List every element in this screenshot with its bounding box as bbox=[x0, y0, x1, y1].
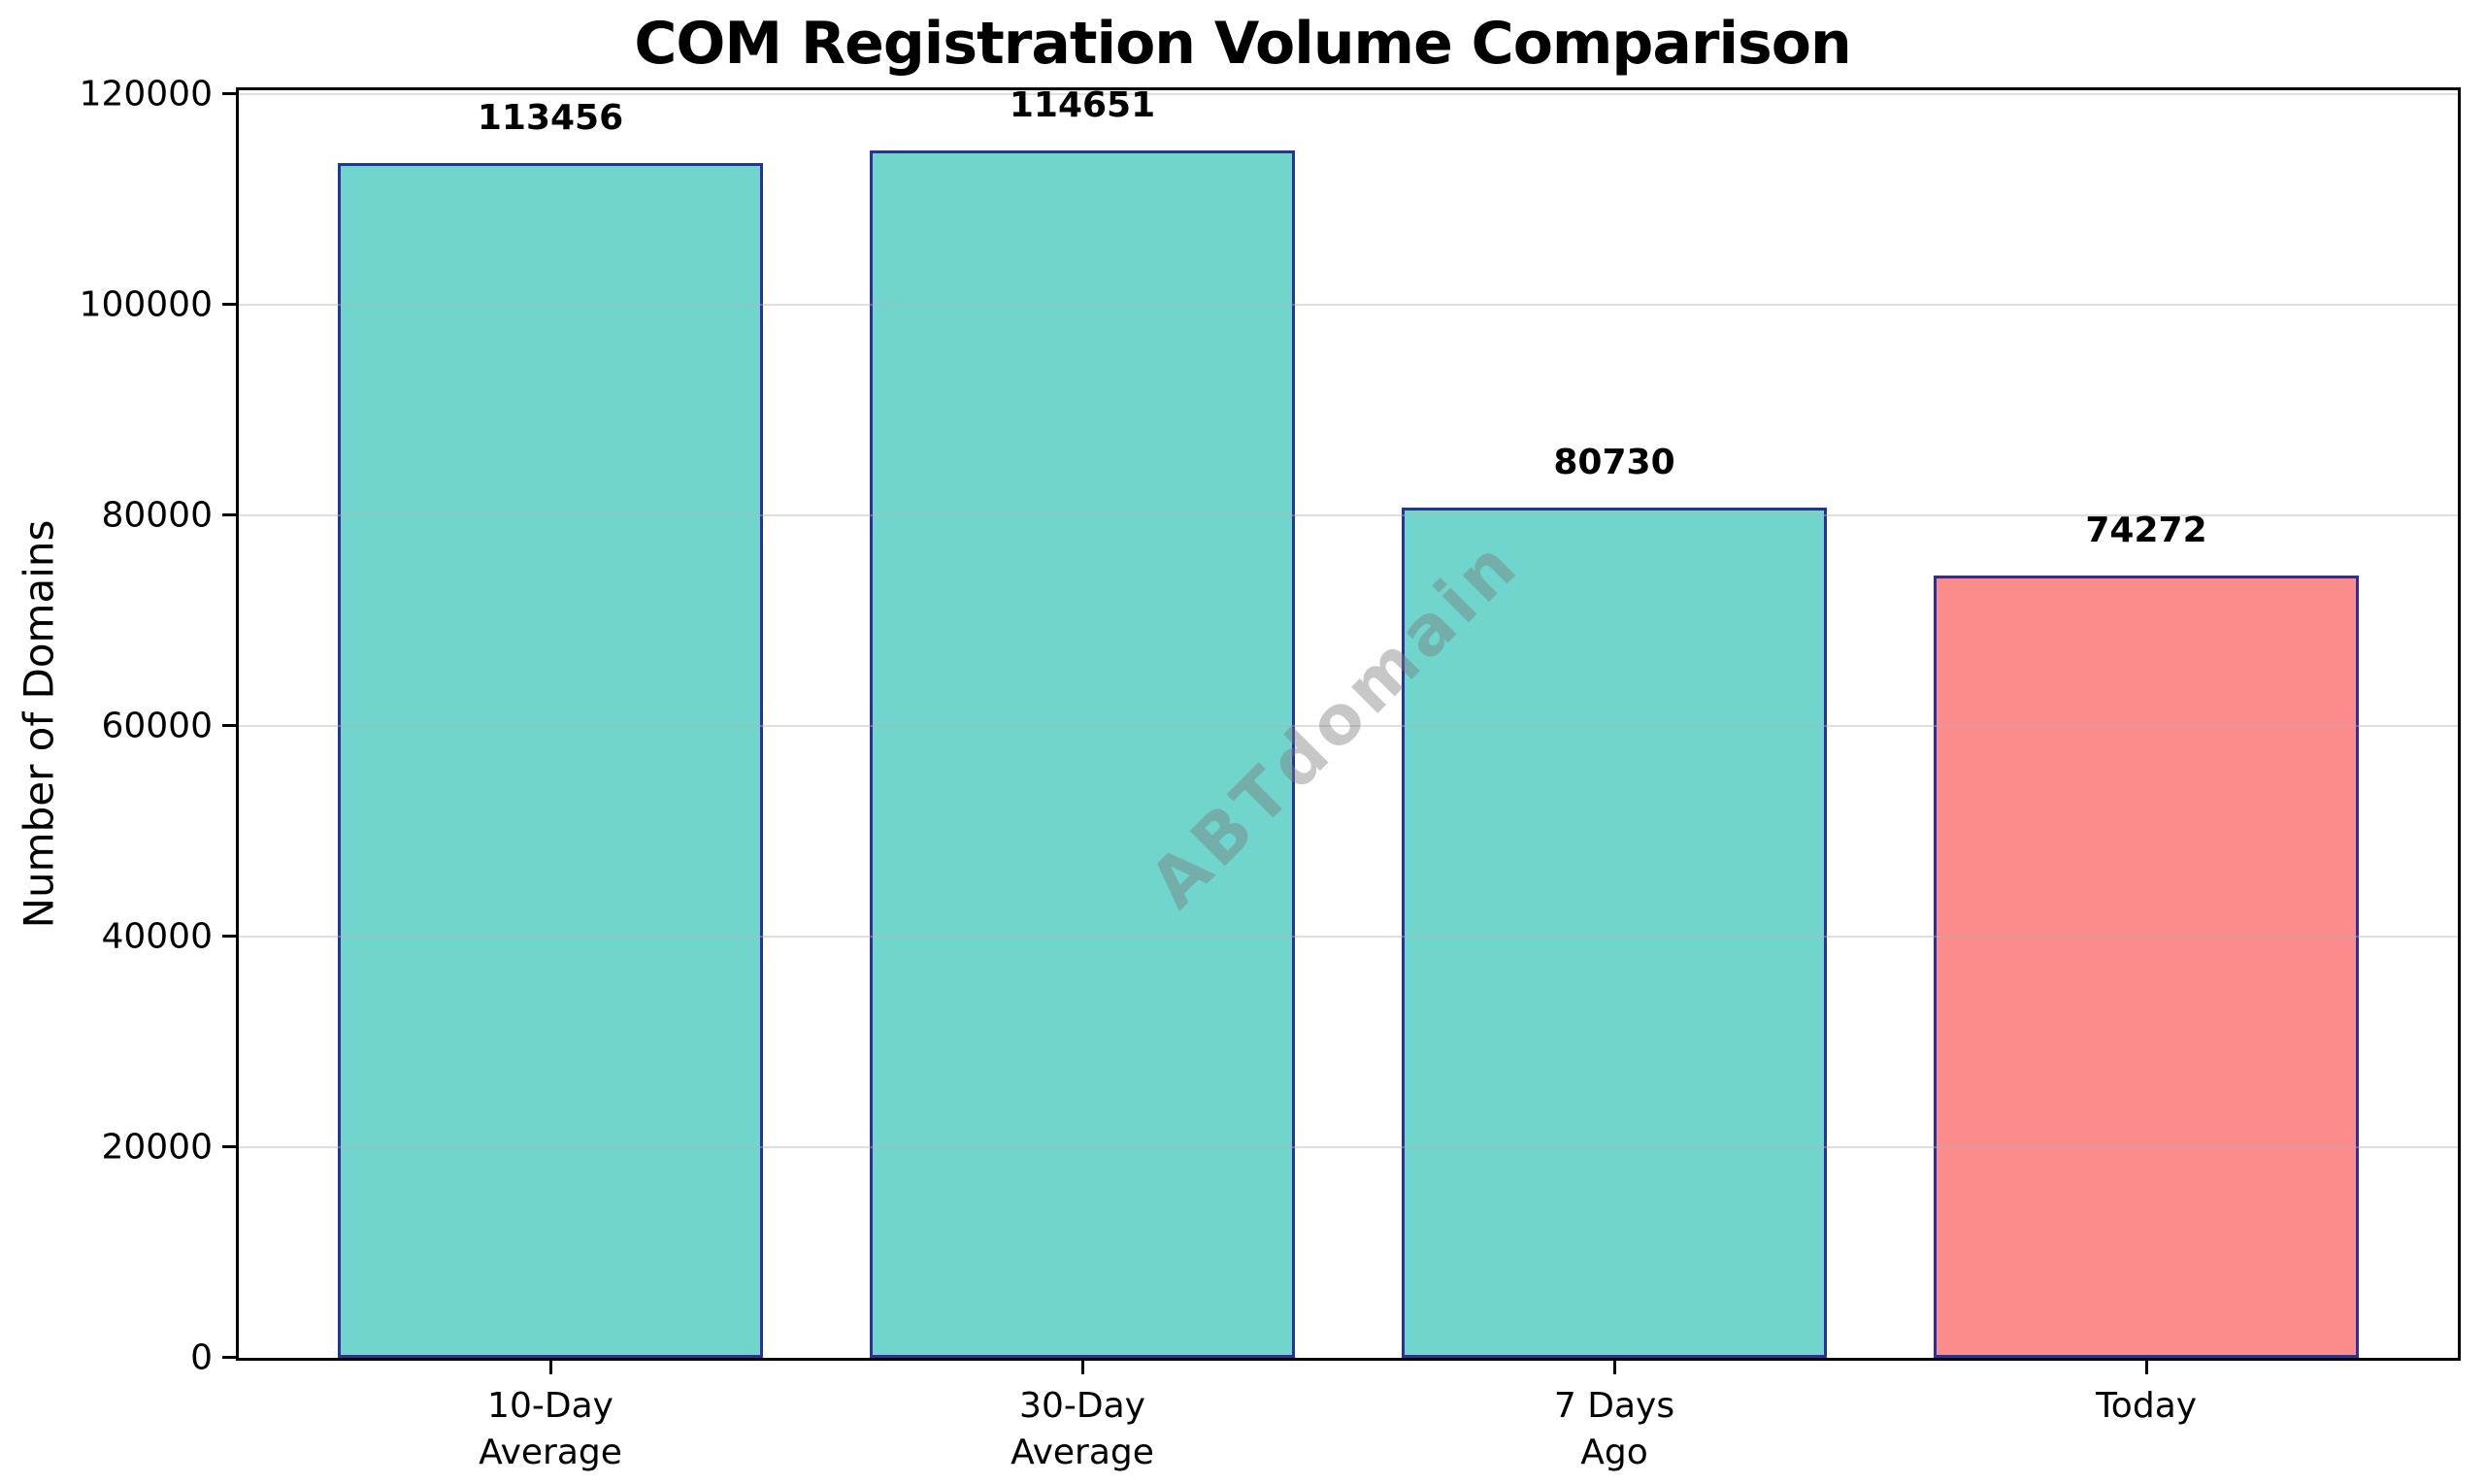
gridline bbox=[239, 93, 2458, 95]
bar-4 bbox=[1934, 576, 2359, 1358]
y-axis-tick-label: 100000 bbox=[79, 284, 213, 325]
y-axis-tick-label: 0 bbox=[190, 1337, 213, 1378]
x-axis-tick bbox=[549, 1361, 552, 1374]
x-axis-category-label: 10-Day Average bbox=[479, 1386, 622, 1472]
y-axis-tick bbox=[222, 935, 236, 938]
right-spine bbox=[2458, 87, 2461, 1361]
bar-1 bbox=[338, 163, 763, 1358]
x-axis-category-label: Today bbox=[2095, 1386, 2198, 1426]
x-axis-category-label: 7 Days Ago bbox=[1553, 1386, 1675, 1472]
x-axis-tick bbox=[1613, 1361, 1616, 1374]
bottom-spine bbox=[236, 1358, 2461, 1361]
bar-value-label: 113456 bbox=[477, 98, 624, 138]
y-axis-tick bbox=[222, 1145, 236, 1148]
bar-value-label: 114651 bbox=[1009, 85, 1156, 125]
y-axis-tick bbox=[222, 724, 236, 727]
y-axis-tick bbox=[222, 303, 236, 306]
y-axis-tick-label: 60000 bbox=[101, 706, 213, 746]
gridline bbox=[239, 1146, 2458, 1148]
x-axis-category-label: 30-Day Average bbox=[1011, 1386, 1154, 1472]
bar-value-label: 74272 bbox=[2085, 511, 2207, 550]
left-spine bbox=[236, 87, 239, 1361]
gridline bbox=[239, 304, 2458, 306]
y-axis-tick-label: 20000 bbox=[101, 1127, 213, 1168]
y-axis-title: Number of Domains bbox=[15, 519, 63, 929]
y-axis-tick-label: 80000 bbox=[101, 495, 213, 536]
gridline bbox=[239, 514, 2458, 516]
gridline bbox=[239, 936, 2458, 938]
chart-title: COM Registration Volume Comparison bbox=[634, 10, 1851, 78]
bar-value-label: 80730 bbox=[1553, 443, 1675, 482]
y-axis-tick-label: 40000 bbox=[101, 916, 213, 957]
y-axis-tick-label: 120000 bbox=[79, 74, 213, 115]
x-axis-tick bbox=[2145, 1361, 2148, 1374]
bar-2 bbox=[870, 150, 1295, 1358]
bar-3 bbox=[1402, 508, 1827, 1358]
x-axis-tick bbox=[1081, 1361, 1084, 1374]
plot-area: ABTdomain 0 20000 40000 60000 80000 100000 120… bbox=[80, 75, 2461, 1472]
gridline bbox=[239, 725, 2458, 727]
top-spine bbox=[236, 87, 2461, 90]
y-axis-tick bbox=[222, 513, 236, 516]
y-axis-tick bbox=[222, 92, 236, 95]
y-axis-tick bbox=[222, 1356, 236, 1359]
